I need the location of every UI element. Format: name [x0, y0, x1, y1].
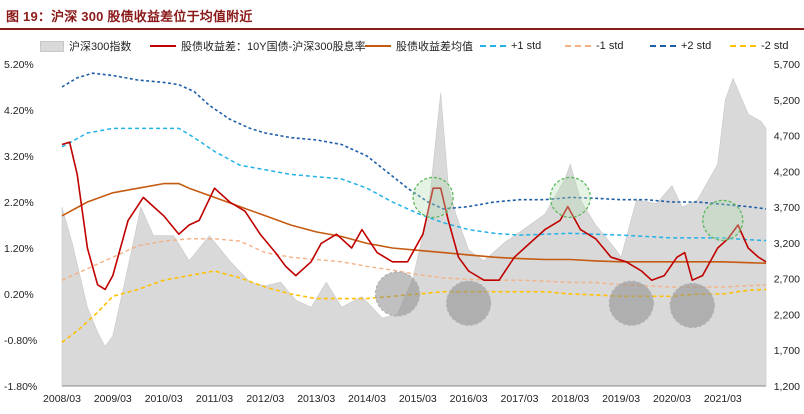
legend-label-plus1: +1 std	[511, 40, 542, 52]
legend-item-index: 沪深300指数	[40, 36, 131, 56]
y-right-tick-label: 3,200	[774, 238, 800, 250]
legend-swatch-minus1	[565, 45, 591, 47]
legend-label-spread: 股债收益差：10Y国债-沪深300股息率	[181, 41, 366, 53]
series-line-mean	[61, 182, 767, 264]
y-right-tick-label: 1,700	[774, 345, 800, 357]
highlight-circle-green-2	[702, 199, 744, 242]
legend-label-plus2: +2 std	[681, 40, 712, 52]
y-left-tick-label: 5.20%	[4, 59, 34, 71]
legend-item-plus1: +1 std	[480, 36, 541, 56]
legend-item-mean: 股债收益差均值	[365, 36, 473, 56]
legend-item-minus1: -1 std	[565, 36, 624, 56]
highlight-circle-green-1	[549, 176, 591, 219]
x-tick-label: 2013/03	[297, 393, 335, 405]
y-left-tick-label: -1.80%	[4, 381, 37, 393]
y-left-tick-label: 0.20%	[4, 289, 34, 301]
legend-swatch-spread	[150, 45, 176, 47]
highlight-circles-layer	[374, 176, 744, 329]
chart-canvas: 5.20% 4.20% 3.20% 2.20% 1.20% 0.20% -0.80% -1.8…	[4, 59, 800, 405]
series-area-index	[61, 77, 767, 387]
y-left-tick-label: -0.80%	[4, 335, 37, 347]
x-tick-label: 2012/03	[246, 393, 284, 405]
x-tick-label: 2011/03	[196, 393, 233, 405]
series-line-spread	[61, 141, 767, 291]
legend-swatch-minus2	[730, 45, 756, 47]
y-left-tick-label: 4.20%	[4, 105, 34, 117]
axes-layer: 5.20% 4.20% 3.20% 2.20% 1.20% 0.20% -0.80% -1.8…	[4, 59, 800, 405]
series-line-plus2-std	[61, 72, 767, 210]
figure-title: 图 19：沪深 300 股债收益差位于均值附近	[6, 9, 253, 24]
legend-item-minus2: -2 std	[730, 36, 789, 56]
x-tick-label: 2008/03	[43, 393, 81, 405]
x-tick-label: 2016/03	[450, 393, 488, 405]
index-area-layer	[61, 77, 767, 387]
y-right-tick-label: 1,200	[774, 381, 800, 393]
x-tick-label: 2015/03	[399, 393, 437, 405]
legend-label-minus1: -1 std	[596, 40, 624, 52]
y-right-tick-label: 4,200	[774, 166, 800, 178]
series-line-minus1-std	[61, 238, 767, 288]
chart-legend: 沪深300指数 股债收益差：10Y国债-沪深300股息率 股债收益差均值 +1 …	[40, 36, 804, 56]
y-right-tick-label: 5,700	[774, 59, 800, 71]
title-underline	[0, 28, 804, 30]
x-tick-label: 2014/03	[348, 393, 386, 405]
y-left-tick-label: 3.20%	[4, 151, 34, 163]
legend-item-plus2: +2 std	[650, 36, 711, 56]
highlight-circle-green-0	[412, 176, 454, 219]
x-tick-label: 2018/03	[551, 393, 589, 405]
y-right-tick-label: 2,700	[774, 274, 800, 286]
legend-swatch-index	[40, 40, 64, 52]
highlight-circle-gray-2	[608, 280, 654, 326]
legend-swatch-plus2	[650, 45, 676, 47]
highlight-circle-gray-0	[374, 271, 421, 317]
legend-swatch-mean	[365, 45, 391, 47]
legend-label-index: 沪深300指数	[69, 41, 132, 53]
y-right-tick-label: 2,200	[774, 309, 800, 321]
series-lines-layer	[61, 72, 767, 343]
y-left-tick-label: 2.20%	[4, 197, 34, 209]
figure-title-bar: 图 19：沪深 300 股债收益差位于均值附近	[0, 0, 804, 30]
x-tick-label: 2010/03	[145, 393, 183, 405]
highlight-circle-gray-1	[446, 280, 492, 326]
y-right-tick-label: 4,700	[774, 131, 800, 143]
x-tick-label: 2021/03	[704, 393, 742, 405]
x-tick-label: 2017/03	[501, 393, 539, 405]
legend-label-minus2: -2 std	[761, 40, 789, 52]
y-right-tick-label: 3,700	[774, 202, 800, 214]
legend-item-spread: 股债收益差：10Y国债-沪深300股息率	[150, 36, 366, 56]
highlight-circle-gray-3	[669, 282, 715, 329]
series-line-plus1-std	[61, 127, 767, 242]
x-tick-label: 2019/03	[602, 393, 640, 405]
x-tick-label: 2020/03	[653, 393, 691, 405]
y-right-tick-label: 5,200	[774, 95, 800, 107]
x-tick-label: 2009/03	[94, 393, 132, 405]
legend-label-mean: 股债收益差均值	[396, 41, 473, 53]
legend-swatch-plus1	[480, 45, 506, 47]
y-left-tick-label: 1.20%	[4, 243, 34, 255]
